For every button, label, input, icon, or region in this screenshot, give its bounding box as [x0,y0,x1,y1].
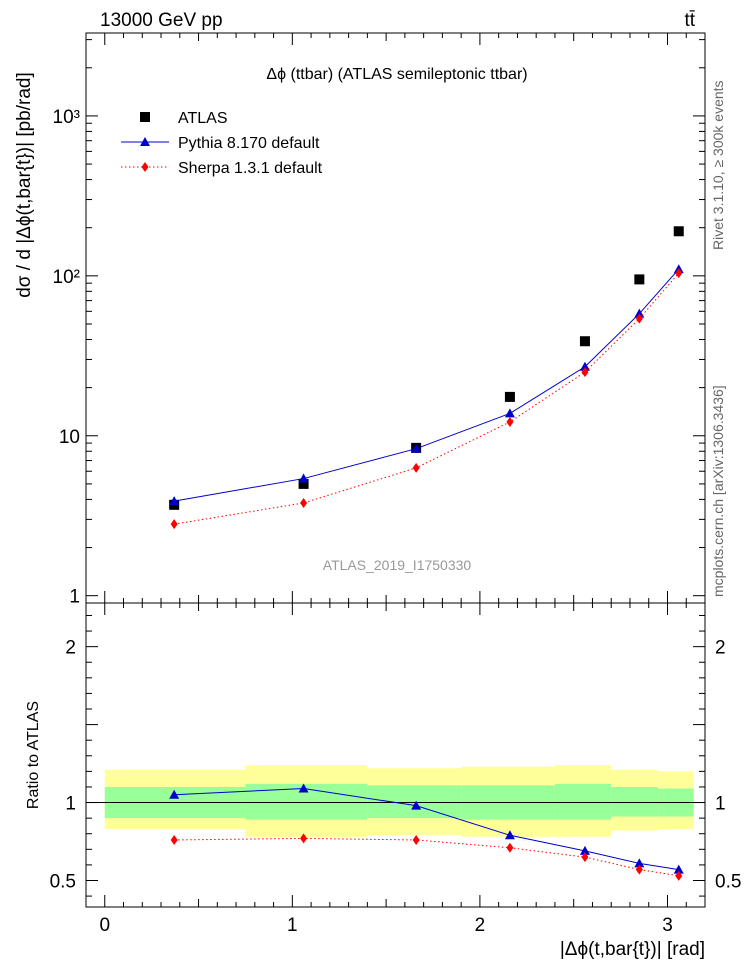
main-pythia-point [504,408,515,418]
ratio-sherpa-point [581,852,589,863]
ratio-sherpa-line [174,837,679,877]
x-tick-label: 1 [287,915,298,936]
ratio-pythia-point [169,789,180,799]
ratio-panel-frame: 0 1 2 3 0.5 0.5 1 1 2 2 [50,602,741,936]
main-sherpa-point [412,462,420,473]
ratio-sherpa-point [506,842,514,853]
legend: ATLAS Pythia 8.170 default Sherpa 1.3.1 de… [121,110,323,177]
main-pythia-point [169,496,180,506]
main-panel-marks [169,226,684,530]
ratio-pythia-point [579,845,590,855]
ratio-band-inner [367,785,462,819]
y-tick-label-main: 10² [53,267,80,288]
mcplots-source-label: mcplots.cern.ch [arXiv:1306.3436] [710,385,726,597]
main-y-axis-label: dσ / d |Δϕ(t,bar{t})| [pb/rad] [14,72,35,298]
ratio-band-inner [611,786,659,817]
main-sherpa-line [174,272,680,525]
ratio-pythia-point [411,800,422,810]
main-atlas-data-point [504,391,515,402]
main-pythia-line [174,268,680,502]
ratio-panel-border [85,602,706,908]
ratio-sherpa-point [300,833,308,844]
y-tick-label-ratio-left: 2 [65,638,76,659]
energy-label: 13000 GeV pp [100,10,223,31]
ratio-y-axis-label: Ratio to ATLAS [25,701,42,809]
main-atlas-data-point [634,274,645,285]
ratio-pythia-point [298,783,309,793]
y-tick-label-main: 10 [59,427,80,448]
ratio-sherpa-point [675,870,683,881]
legend-entry: ATLAS [178,110,228,127]
main-sherpa-point [635,313,643,324]
main-atlas-data-point [673,226,684,237]
y-tick-label-main: 10³ [53,107,80,128]
main-sherpa-point [675,268,683,279]
main-pythia-point [411,443,422,453]
y-tick-label-main: 1 [69,587,80,608]
main-pythia-point [298,473,309,483]
main-title: Δϕ (ttbar) (ATLAS semileptonic ttbar) [266,66,527,83]
main-pythia-point [634,308,645,318]
x-tick-label: 3 [662,915,673,936]
ratio-sherpa-point [635,864,643,875]
ratio-pythia-point [504,830,515,840]
main-atlas-data-point [298,478,309,489]
process-label: tt̄ [684,10,695,31]
legend-sherpa-marker [141,162,149,172]
y-tick-label-ratio-left: 0.5 [50,871,76,892]
ratio-sherpa-point [412,834,420,845]
x-tick-label: 2 [475,915,486,936]
ratio-uncertainty-bands [104,765,694,837]
ratio-panel-marks [169,783,684,881]
ratio-sherpa-point [170,834,178,845]
y-tick-label-ratio-right: 1 [715,794,726,815]
y-tick-label-ratio-left: 1 [65,794,76,815]
legend-entry: Pythia 8.170 default [178,135,320,152]
main-atlas-data-point [579,336,590,347]
ratio-band-inner [554,783,612,820]
main-sherpa-point [581,367,589,378]
rivet-version-label: Rivet 3.1.10, ≥ 300k events [710,80,726,250]
y-tick-label-ratio-right: 0.5 [715,871,741,892]
legend-atlas-marker [140,112,150,122]
legend-pythia-marker [140,137,150,146]
ratio-pythia-point [673,864,684,874]
x-axis-label: |Δϕ(t,bar{t})| [rad] [560,939,705,960]
main-sherpa-point [170,519,178,530]
main-sherpa-point [300,497,308,508]
y-tick-label-ratio-right: 2 [715,638,726,659]
main-panel-frame: 1 10 10² 10³ [53,32,706,907]
legend-entry: Sherpa 1.3.1 default [178,160,323,177]
analysis-watermark: ATLAS_2019_I1750330 [323,557,472,573]
main-pythia-point [579,361,590,371]
main-sherpa-point [506,416,514,427]
ratio-pythia-point [634,858,645,868]
x-tick-label: 0 [99,915,110,936]
